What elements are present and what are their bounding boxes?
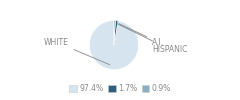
Text: WHITE: WHITE [44, 38, 110, 65]
Wedge shape [90, 20, 138, 70]
Wedge shape [114, 20, 115, 45]
Text: A.I.: A.I. [119, 24, 164, 47]
Legend: 97.4%, 1.7%, 0.9%: 97.4%, 1.7%, 0.9% [66, 81, 174, 96]
Wedge shape [114, 20, 118, 45]
Text: HISPANIC: HISPANIC [117, 24, 187, 54]
